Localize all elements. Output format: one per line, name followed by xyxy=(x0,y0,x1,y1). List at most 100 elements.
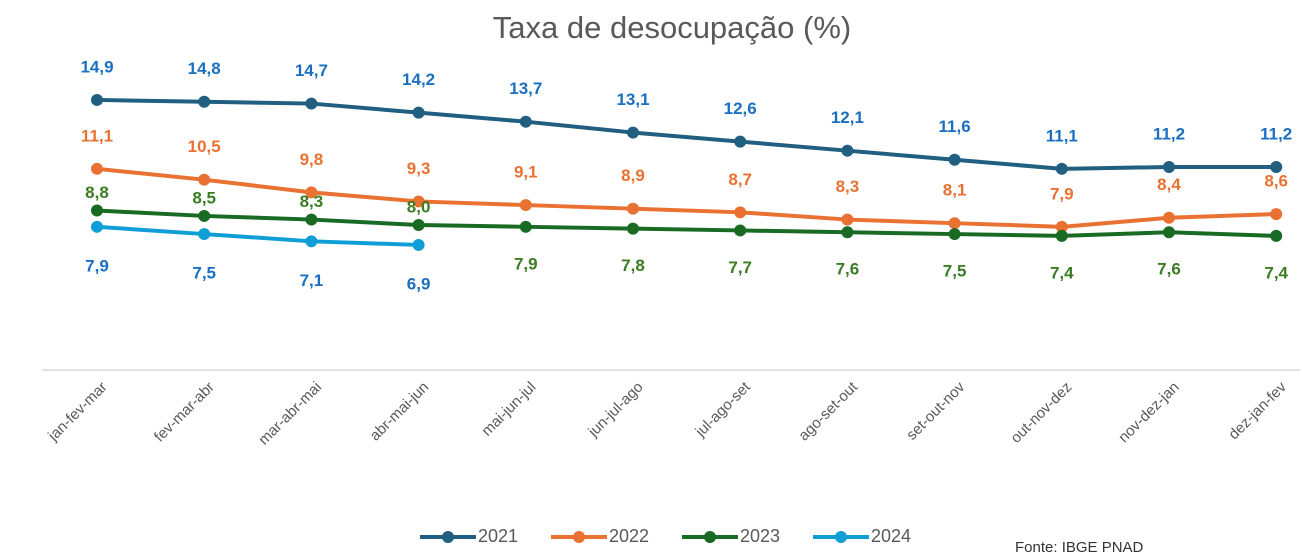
point xyxy=(1270,161,1283,173)
value-label: 9,1 xyxy=(514,163,538,182)
x-tick-label: jun-jul-ago xyxy=(584,379,646,441)
point xyxy=(198,228,211,241)
point xyxy=(412,219,425,231)
point xyxy=(305,186,318,199)
point xyxy=(1163,226,1175,239)
value-label: 8,1 xyxy=(943,181,967,200)
value-label: 7,4 xyxy=(1050,263,1074,282)
series-line xyxy=(96,166,1277,229)
legend-label: 2023 xyxy=(740,526,780,546)
point xyxy=(1055,229,1068,242)
legend-marker xyxy=(573,531,585,543)
x-tick-label: out-nov-dez xyxy=(1007,379,1075,447)
point xyxy=(91,204,103,217)
point xyxy=(305,213,318,226)
point xyxy=(948,228,961,241)
point xyxy=(412,238,425,251)
x-tick-label: abr-mai-jun xyxy=(367,379,433,445)
x-tick-label: jul-ago-set xyxy=(692,378,755,441)
legend-marker xyxy=(442,531,454,543)
value-label: 7,6 xyxy=(836,260,860,279)
value-label: 7,4 xyxy=(1264,263,1288,282)
legend-label: 2024 xyxy=(871,526,911,546)
value-label: 7,7 xyxy=(728,258,752,277)
value-label: 14,2 xyxy=(402,70,435,89)
value-label: 14,7 xyxy=(295,61,328,80)
value-label: 7,8 xyxy=(621,256,645,275)
point xyxy=(1163,161,1175,173)
source: Fonte: IBGE PNAD xyxy=(1015,539,1144,555)
value-label: 7,5 xyxy=(943,262,967,281)
value-label: 8,3 xyxy=(300,192,324,211)
point xyxy=(1163,211,1175,224)
point xyxy=(412,195,425,208)
value-label: 11,6 xyxy=(939,117,971,136)
x-tick-label: jan-fev-mar xyxy=(44,379,110,445)
point xyxy=(1270,229,1283,242)
point xyxy=(91,93,103,106)
point xyxy=(734,206,747,219)
point xyxy=(627,202,639,215)
value-label: 12,1 xyxy=(831,108,864,127)
point xyxy=(519,199,532,212)
value-label: 11,1 xyxy=(1046,126,1078,145)
point xyxy=(305,97,318,110)
x-tick-label: mai-jun-jul xyxy=(478,379,539,440)
x-tick-label: fev-mar-abr xyxy=(151,379,218,446)
value-label: 10,5 xyxy=(188,137,221,156)
point xyxy=(948,217,961,230)
legend-marker xyxy=(704,531,716,543)
point xyxy=(627,126,639,139)
point xyxy=(198,173,211,186)
series-line xyxy=(96,224,419,247)
value-label: 7,9 xyxy=(1050,184,1074,203)
point xyxy=(734,224,747,237)
point xyxy=(841,144,854,157)
value-label: 13,1 xyxy=(616,90,649,109)
point xyxy=(91,220,103,233)
value-label: 14,8 xyxy=(188,59,221,78)
series-line xyxy=(96,97,1277,171)
point xyxy=(1055,220,1068,233)
point xyxy=(198,209,211,222)
legend-marker xyxy=(835,531,847,543)
value-label: 8,6 xyxy=(1264,172,1288,191)
point xyxy=(91,162,103,175)
value-label: 12,6 xyxy=(724,99,757,118)
point xyxy=(627,222,639,235)
value-label: 8,4 xyxy=(1157,175,1181,194)
value-label: 7,1 xyxy=(300,271,324,290)
value-label: 8,3 xyxy=(836,177,860,196)
value-label: 11,1 xyxy=(81,126,113,145)
x-tick-label: dez-jan-fev xyxy=(1225,378,1290,443)
value-label: 8,7 xyxy=(728,170,752,189)
point xyxy=(519,220,532,233)
legend-label: 2022 xyxy=(609,526,649,546)
value-label: 8,8 xyxy=(85,183,109,202)
x-tick-label: ago-set-out xyxy=(795,378,861,444)
value-label: 11,2 xyxy=(1260,124,1292,143)
point xyxy=(412,106,425,119)
chart-title: Taxa de desocupação (%) xyxy=(493,10,851,45)
value-label: 9,3 xyxy=(407,159,431,178)
point xyxy=(841,213,854,226)
value-label: 7,9 xyxy=(85,256,109,275)
point xyxy=(1270,208,1283,221)
x-tick-label: set-out-nov xyxy=(903,378,968,443)
x-tick-label: nov-dez-jan xyxy=(1115,379,1182,446)
value-label: 11,2 xyxy=(1153,124,1185,143)
value-label: 7,5 xyxy=(192,264,216,283)
series-line xyxy=(96,208,1277,238)
value-label: 8,0 xyxy=(407,197,431,216)
value-label: 8,5 xyxy=(192,188,216,207)
point xyxy=(948,153,961,166)
point xyxy=(305,235,318,248)
value-label: 7,9 xyxy=(514,254,538,273)
legend-label: 2021 xyxy=(478,526,518,546)
value-label: 13,7 xyxy=(509,79,542,98)
x-tick-label: mar-abr-mai xyxy=(255,379,325,449)
point xyxy=(519,115,532,128)
value-label: 7,6 xyxy=(1157,260,1181,279)
value-label: 8,9 xyxy=(621,166,645,185)
